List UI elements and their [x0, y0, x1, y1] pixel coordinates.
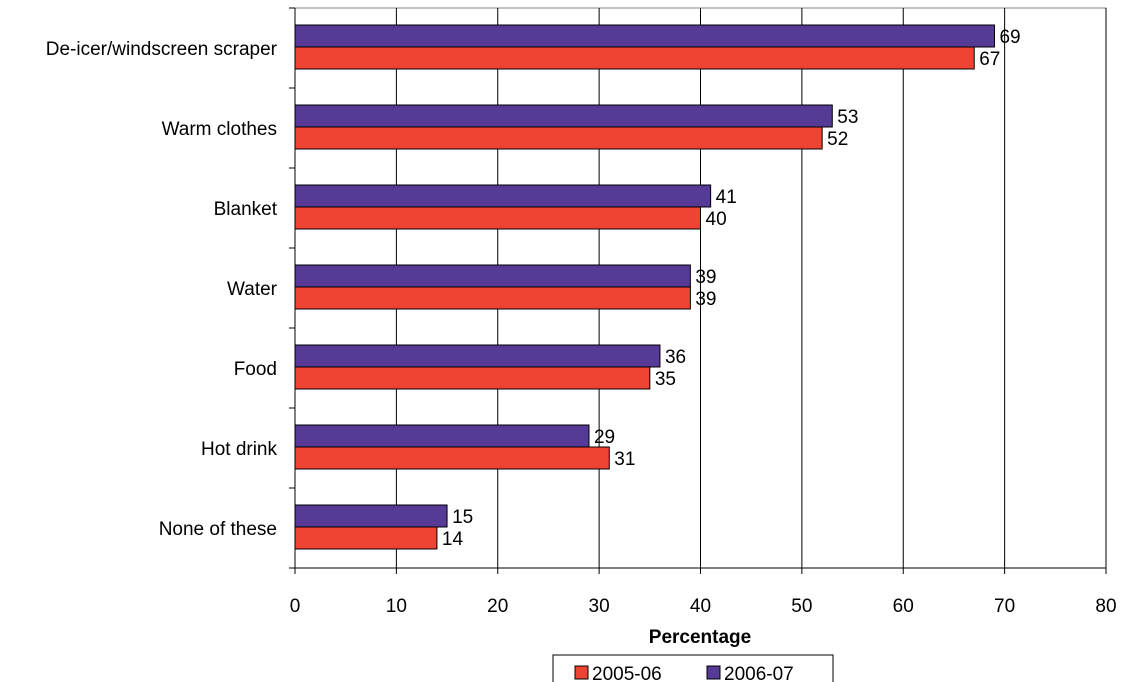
category-label-0: De-icer/windscreen scraper: [46, 39, 278, 60]
value-label-2006-07-4: 36: [665, 347, 686, 368]
value-label-2006-07-6: 15: [452, 507, 473, 528]
x-axis-title: Percentage: [649, 627, 751, 648]
value-label-2005-06-1: 52: [827, 129, 848, 150]
bar-2006-07-0: [294, 24, 995, 48]
value-label-2005-06-6: 14: [442, 529, 464, 550]
value-label-2005-06-2: 40: [706, 209, 727, 230]
value-label-2006-07-0: 69: [999, 27, 1020, 48]
value-label-2005-06-5: 31: [614, 449, 635, 470]
category-label-5: Hot drink: [201, 439, 278, 460]
bar-2006-07-5: [294, 424, 590, 448]
x-tick-label-5: 50: [791, 596, 812, 617]
x-tick-label-2: 20: [487, 596, 508, 617]
legend-label-2005-06: 2005-06: [592, 664, 662, 682]
x-axis: 0 10 20 30 40 50 60 70 80: [290, 567, 1117, 617]
x-tick-label-1: 10: [386, 596, 407, 617]
category-label-4: Food: [234, 359, 277, 380]
legend-swatch-2005-06: [574, 665, 589, 680]
x-tick-label-3: 30: [589, 596, 610, 617]
bar-2006-07-4: [294, 344, 661, 368]
value-label-2005-06-3: 39: [695, 289, 716, 310]
value-label-2006-07-3: 39: [695, 267, 716, 288]
value-label-2005-06-4: 35: [655, 369, 676, 390]
category-label-3: Water: [227, 279, 278, 300]
x-tick-label-6: 60: [893, 596, 914, 617]
legend: 2005-06 2006-07: [552, 654, 834, 682]
bar-2005-06-5: [294, 446, 610, 470]
x-tick-label-8: 80: [1095, 596, 1116, 617]
category-label-2: Blanket: [214, 199, 278, 220]
bar-2005-06-2: [294, 206, 701, 230]
bar-2005-06-1: [294, 126, 823, 150]
value-label-2006-07-5: 29: [594, 427, 615, 448]
grid-lines: [395, 8, 1107, 568]
bar-2005-06-3: [294, 286, 691, 310]
bars: [294, 24, 995, 550]
x-tick-label-7: 70: [994, 596, 1015, 617]
bar-2006-07-6: [294, 504, 448, 528]
value-label-2006-07-2: 41: [716, 187, 737, 208]
bar-2005-06-4: [294, 366, 651, 390]
bar-2005-06-0: [294, 46, 975, 70]
bar-2005-06-6: [294, 526, 438, 550]
legend-swatch-2006-07: [706, 665, 721, 680]
legend-label-2006-07: 2006-07: [724, 664, 794, 682]
category-label-6: None of these: [159, 519, 277, 540]
value-label-2006-07-1: 53: [837, 107, 858, 128]
category-label-1: Warm clothes: [162, 119, 277, 140]
bar-2006-07-2: [294, 184, 712, 208]
value-label-2005-06-0: 67: [979, 49, 1000, 70]
y-axis: De-icer/windscreen scraper Warm clothes Bl…: [46, 7, 296, 569]
x-tick-label-4: 40: [690, 596, 711, 617]
x-tick-label-0: 0: [290, 596, 301, 617]
legend-box: [552, 654, 834, 682]
bar-2006-07-1: [294, 104, 833, 128]
bar-2006-07-3: [294, 264, 691, 288]
